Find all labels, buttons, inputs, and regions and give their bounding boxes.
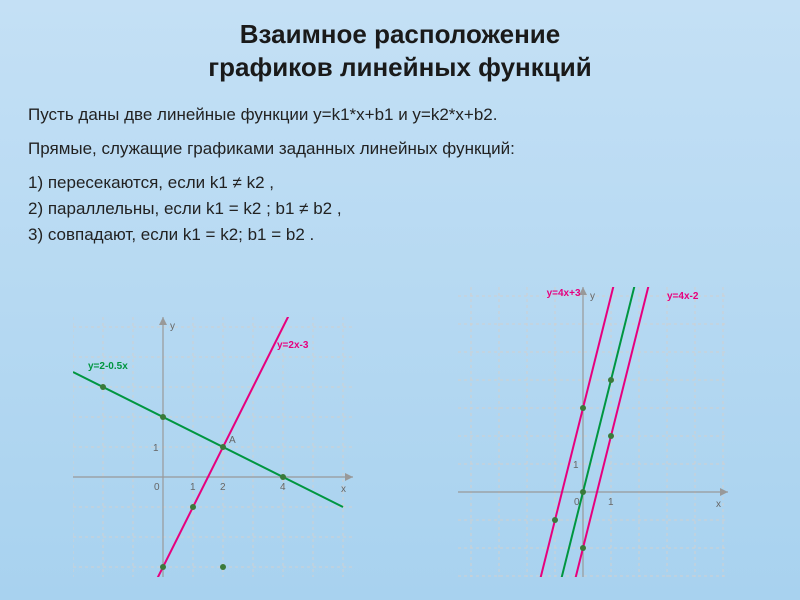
chart-right: 011xyy=4x+3y=4xy=4x-2 (458, 287, 728, 582)
title-line-2: графиков линейных функций (20, 51, 780, 84)
svg-text:y=4x-2: y=4x-2 (667, 291, 699, 302)
rule-2: 2) параллельны, если k1 = k2 ; b1 ≠ b2 , (28, 199, 772, 219)
subhead-text: Прямые, служащие графиками заданных лине… (28, 139, 772, 159)
rules-list: 1) пересекаются, если k1 ≠ k2 , 2) парал… (28, 173, 772, 245)
chart-right-svg: 011xyy=4x+3y=4xy=4x-2 (458, 287, 728, 577)
svg-text:y: y (590, 291, 595, 302)
chart-left: 0 1 2 4 1 x y y=2x-3 y=2-0.5x A (73, 317, 353, 582)
page-title: Взаимное расположение графиков линейных … (0, 0, 800, 95)
svg-text:y=2x-3: y=2x-3 (277, 340, 309, 351)
svg-text:0: 0 (154, 482, 160, 493)
content-block: Пусть даны две линейные функции y=k1*x+b… (0, 105, 800, 245)
rule-3: 3) совпадают, если k1 = k2; b1 = b2 . (28, 225, 772, 245)
svg-text:2: 2 (220, 482, 226, 493)
title-line-1: Взаимное расположение (20, 18, 780, 51)
svg-text:y=4x+3: y=4x+3 (546, 288, 580, 299)
chart-left-svg: 0 1 2 4 1 x y y=2x-3 y=2-0.5x A (73, 317, 353, 577)
svg-text:x: x (341, 484, 346, 495)
svg-text:4: 4 (280, 482, 286, 493)
intro-text: Пусть даны две линейные функции y=k1*x+b… (28, 105, 772, 125)
rule-1: 1) пересекаются, если k1 ≠ k2 , (28, 173, 772, 193)
svg-text:x: x (716, 499, 721, 510)
svg-text:1: 1 (573, 460, 579, 471)
charts-row: 0 1 2 4 1 x y y=2x-3 y=2-0.5x A 0 1 1 x y y=4x+3 y=4x y=… (0, 287, 800, 592)
svg-text:A: A (229, 435, 236, 446)
svg-text:1: 1 (608, 497, 614, 508)
svg-text:1: 1 (190, 482, 196, 493)
svg-text:y=2-0.5x: y=2-0.5x (88, 361, 128, 372)
svg-text:1: 1 (153, 443, 159, 454)
svg-text:y: y (170, 321, 175, 332)
svg-text:y=4x: y=4x (622, 287, 645, 288)
